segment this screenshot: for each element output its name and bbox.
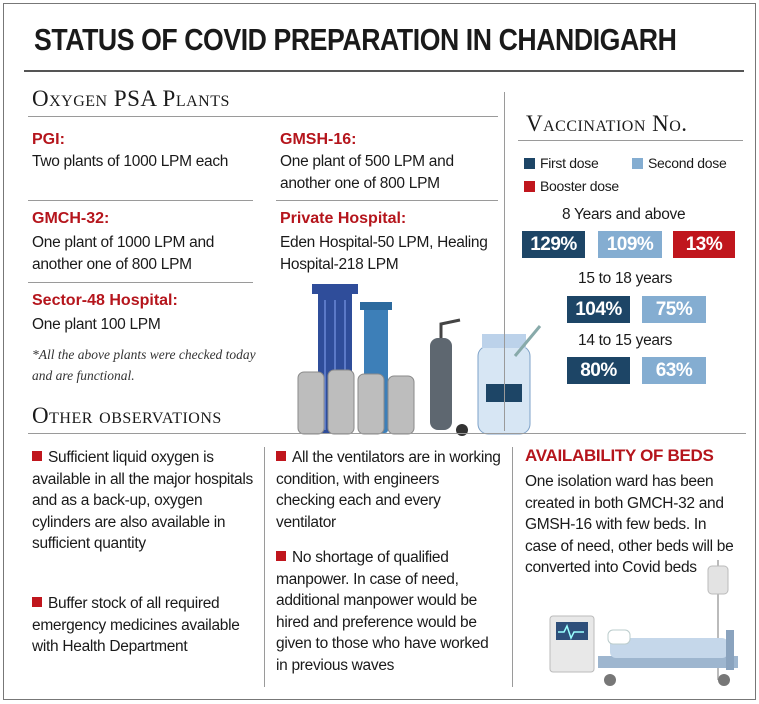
red-bullet-icon — [276, 551, 286, 561]
legend-second: Second dose — [632, 155, 727, 171]
sector48-label: Sector-48 Hospital: — [32, 292, 178, 309]
private-text: Eden Hospital-50 LPM, Healing Hospital-2… — [280, 234, 488, 273]
observation-text: Sufficient liquid oxygen is available in… — [32, 449, 253, 552]
legend-first-label: First dose — [540, 155, 599, 171]
hospital-bed-illustration — [549, 560, 738, 686]
divider — [28, 282, 253, 283]
red-bullet-icon — [32, 597, 42, 607]
page-title: STATUS OF COVID PREPARATION IN CHANDIGAR… — [34, 22, 677, 57]
group1-second-badge: 109% — [598, 231, 662, 258]
divider — [504, 92, 505, 431]
vaccination-rule — [518, 140, 743, 141]
observation-text: No shortage of qualified manpower. In ca… — [276, 549, 489, 674]
group-label: 14 to 15 years — [578, 332, 673, 349]
observation-item: No shortage of qualified manpower. In ca… — [276, 547, 501, 676]
group2-second-badge: 75% — [642, 296, 706, 323]
pgi-text: Two plants of 1000 LPM each — [32, 153, 229, 170]
oxygen-rule — [28, 116, 498, 117]
divider — [276, 200, 498, 201]
observation-item: Sufficient liquid oxygen is available in… — [32, 447, 260, 555]
oxygen-cylinders-illustration — [297, 284, 542, 436]
group3-first-badge: 80% — [567, 357, 630, 384]
group-label: 15 to 18 years — [578, 270, 673, 287]
legend-booster-label: Booster dose — [540, 178, 619, 194]
oxygen-note: *All the above plants were checked today… — [32, 347, 256, 383]
first-dose-swatch — [524, 158, 535, 169]
sector48-text: One plant 100 LPM — [32, 316, 161, 333]
gmch-label: GMCH-32: — [32, 210, 110, 227]
gmsh-text: One plant of 500 LPM and another one of … — [280, 153, 454, 192]
legend-second-label: Second dose — [648, 155, 727, 171]
red-bullet-icon — [276, 451, 286, 461]
private-label: Private Hospital: — [280, 210, 407, 227]
gmsh-label: GMSH-16: — [280, 131, 357, 148]
group1-first-badge: 129% — [522, 231, 585, 258]
oxygen-heading: Oxygen PSA Plants — [32, 86, 230, 111]
legend-first: First dose — [524, 155, 599, 171]
pgi-label: PGI: — [32, 131, 65, 148]
beds-text: One isolation ward has been created in b… — [525, 473, 734, 576]
beds-heading: AVAILABILITY OF BEDS — [525, 446, 714, 465]
divider — [264, 447, 265, 687]
observation-item: Buffer stock of all required emergency m… — [32, 593, 260, 658]
divider — [28, 200, 253, 201]
booster-dose-swatch — [524, 181, 535, 192]
vaccination-heading: Vaccination No. — [526, 111, 688, 136]
observation-item: All the ventilators are in working condi… — [276, 447, 501, 533]
observations-rule — [28, 433, 746, 434]
title-rule — [24, 70, 744, 72]
second-dose-swatch — [632, 158, 643, 169]
divider — [512, 447, 513, 687]
group3-second-badge: 63% — [642, 357, 706, 384]
observations-heading: Other observations — [32, 403, 222, 428]
red-bullet-icon — [32, 451, 42, 461]
legend-booster: Booster dose — [524, 178, 619, 194]
observation-text: Buffer stock of all required emergency m… — [32, 595, 240, 655]
group1-booster-badge: 13% — [673, 231, 735, 258]
observation-text: All the ventilators are in working condi… — [276, 449, 501, 531]
gmch-text: One plant of 1000 LPM and another one of… — [32, 234, 215, 273]
infographic-frame — [3, 3, 756, 700]
group2-first-badge: 104% — [567, 296, 630, 323]
group-label: 8 Years and above — [562, 206, 686, 223]
